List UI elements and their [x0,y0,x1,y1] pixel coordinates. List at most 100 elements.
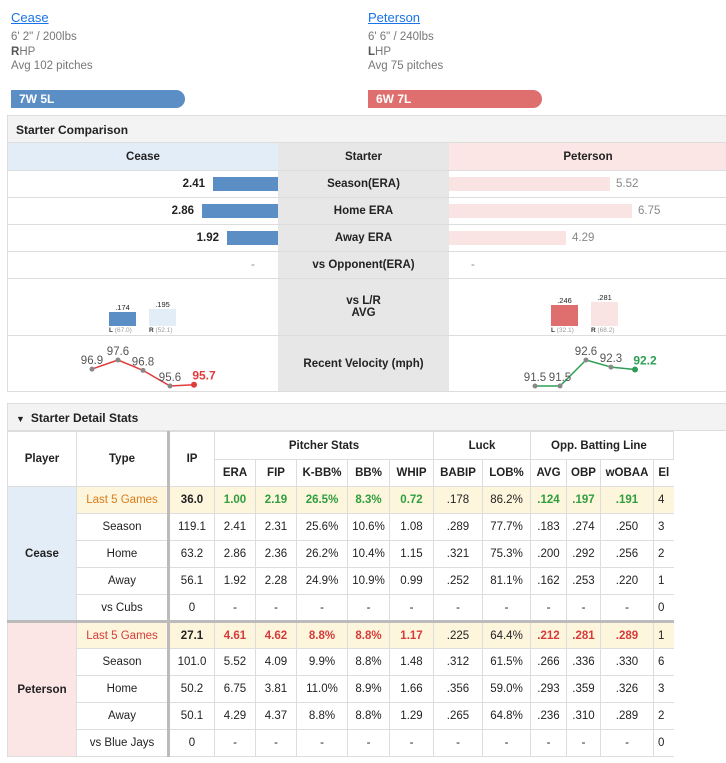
comparison-row: - vs Opponent(ERA) - [8,252,726,279]
stat-cell: .250 [600,513,654,541]
comparison-row-lr-avg: .174 L (67.0) .195 R (52.1) vs L/R AVG .2… [8,279,726,336]
col-header-stat[interactable]: LOB% [482,459,531,487]
col-header-stat[interactable]: AVG [530,459,567,487]
left-velocity-segment [142,369,171,387]
right-height-weight: 6' 6" / 240lbs [368,31,434,43]
stat-cell: 2.28 [255,567,297,595]
comparison-right-bar [449,231,566,245]
stat-cell: 2.36 [255,540,297,568]
stat-cell: - [296,729,348,757]
stat-cell: - [530,594,567,622]
col-header-stat[interactable]: BB% [347,459,390,487]
comparison-right-cell: 5.52 [449,171,726,197]
left-split-r-label: R (52.1) [149,327,173,334]
stat-cell: .252 [433,567,483,595]
stat-cell: .220 [600,567,654,595]
col-header-ip[interactable]: IP [167,431,215,487]
starter-comparison-section: Starter Comparison Cease Starter Peterso… [7,115,726,392]
comparison-header-right: Peterson [449,143,726,170]
stat-cell: .281 [566,620,601,649]
stat-cell: 10.9% [347,567,390,595]
left-splits-chart: .174 L (67.0) .195 R (52.1) [8,279,278,335]
stat-cell: 1.48 [389,648,434,676]
collapse-toggle-icon[interactable]: ▼ [16,414,25,424]
stat-cell: .236 [530,702,567,730]
stat-cell: 61.5% [482,648,531,676]
col-header-stat[interactable]: WHIP [389,459,434,487]
detail-stats-table: Player Type IP Pitcher Stats Luck Opp. B… [7,431,674,757]
stat-cell: - [214,729,256,757]
table-row: vs Blue Jays 0- - - - - - - - - -0 [8,729,674,757]
stat-cell: 10.6% [347,513,390,541]
comparison-row: 2.86 Home ERA 6.75 [8,198,726,225]
right-velocity-point [583,357,589,363]
player-name-cell: Peterson [7,620,77,757]
stat-cell: .200 [530,540,567,568]
right-velocity-label: 91.5 [524,372,546,384]
col-header-stat[interactable]: wOBAA [600,459,654,487]
stat-cell: 63.2 [167,540,215,568]
right-velocity-label: 92.6 [575,346,597,358]
starter-comparison-title: Starter Comparison [8,115,726,143]
left-velocity-label: 96.8 [132,356,154,368]
col-header-stat[interactable]: K-BB% [296,459,348,487]
stat-cell: .212 [530,620,567,649]
comparison-right-cell: 4.29 [449,225,726,251]
right-avg-pitches: Avg 75 pitches [368,60,444,72]
stat-cell: 1.92 [214,567,256,595]
col-header-stat[interactable]: BABIP [433,459,483,487]
stat-cell: 1.17 [389,620,434,649]
detail-stats-title: Starter Detail Stats [30,411,139,425]
group-header-pitcher-stats: Pitcher Stats [214,431,434,460]
stat-cell: 3 [653,675,674,703]
left-velocity-point [167,383,173,389]
comparison-row: 1.92 Away ERA 4.29 [8,225,726,252]
left-velocity-sparkline: 96.9 97.696.8 95.6 95.7 [81,346,216,389]
left-velocity-label: 95.6 [159,372,181,384]
left-velocity-point [89,366,95,372]
detail-stats-header[interactable]: ▼ Starter Detail Stats [7,403,726,431]
right-pitcher-name-link[interactable]: Peterson [368,10,421,25]
stat-cell: 26.5% [296,486,348,514]
right-velocity-label: 91.5 [549,372,571,384]
right-velocity-label: 92.3 [600,353,622,365]
stat-cell: - [566,729,601,757]
stat-cell: 50.1 [167,702,215,730]
stat-cell: 8.8% [347,620,390,649]
comparison-right-bar [449,177,610,191]
stat-cell: .289 [600,702,654,730]
stat-cell: 26.2% [296,540,348,568]
stat-cell: - [347,594,390,622]
col-header-stat[interactable]: ERA [214,459,256,487]
col-header-player[interactable]: Player [7,431,77,487]
left-record-bar: 7W 5L [11,90,185,108]
comparison-right-value: 4.29 [572,232,595,244]
stat-cell: 2.19 [255,486,297,514]
left-velocity-point [191,381,197,388]
stat-cell: 3 [653,513,674,541]
left-velocity-point [115,357,121,363]
col-header-type[interactable]: Type [76,431,169,487]
stat-cell: 4.62 [255,620,297,649]
stat-cell: 50.2 [167,675,215,703]
comparison-left-cell: 1.92 [8,225,278,251]
type-cell: Away [76,702,169,730]
col-header-stat[interactable]: OBP [566,459,601,487]
table-row: Away 56.1 1.92 2.28 24.9% 10.9% 0.99.252 81.1%.… [8,567,674,595]
comparison-left-bar [202,204,278,218]
left-pitcher-name-link[interactable]: Cease [11,10,49,25]
col-header-stat[interactable]: FIP [255,459,297,487]
stat-cell: - [482,594,531,622]
stat-cell: 4.29 [214,702,256,730]
stat-cell: 24.9% [296,567,348,595]
stat-cell: .266 [530,648,567,676]
right-velocity-segment [610,366,636,371]
stat-cell: - [389,729,434,757]
comparison-left-value: - [251,259,255,271]
comparison-row-label: Home ERA [278,198,449,224]
stat-cell: 10.4% [347,540,390,568]
stat-cell: .274 [566,513,601,541]
col-header-stat[interactable]: El [653,459,674,487]
stat-cell: .178 [433,486,483,514]
stat-cell: 1.00 [214,486,256,514]
